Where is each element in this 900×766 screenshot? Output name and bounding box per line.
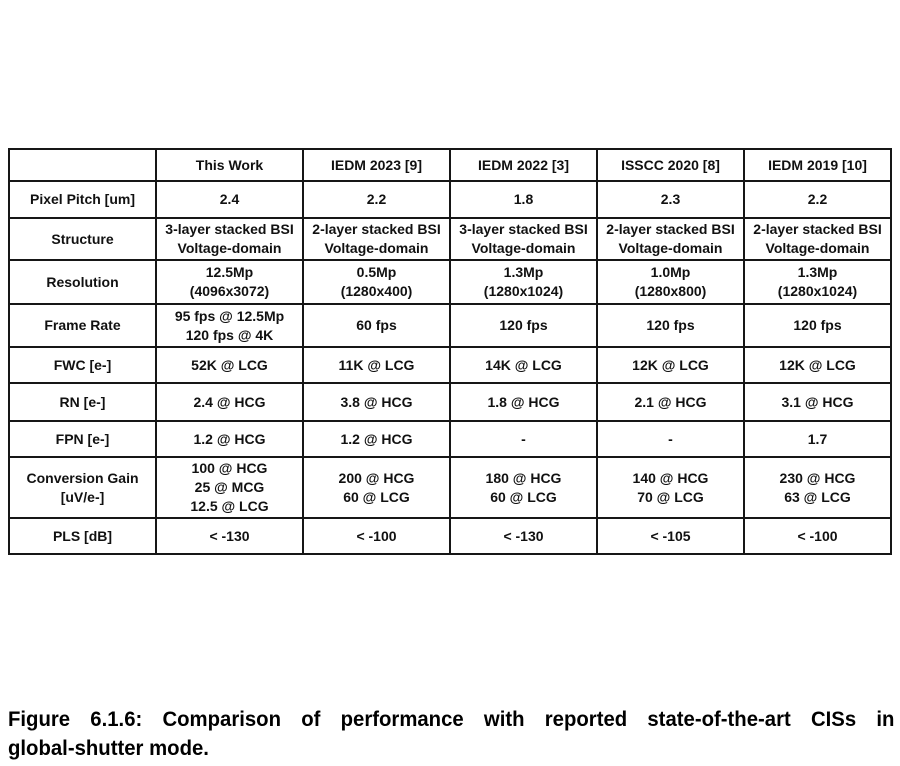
table-cell: 2-layer stacked BSI Voltage-domain — [743, 217, 892, 261]
table-cell: 140 @ HCG 70 @ LCG — [596, 456, 745, 519]
table-row-fwc: FWC [e-] 52K @ LCG 11K @ LCG 14K @ LCG 1… — [8, 346, 892, 384]
table-cell: 1.8 — [449, 180, 598, 219]
table-cell: 12.5Mp (4096x3072) — [155, 259, 304, 305]
table-row-pls: PLS [dB] < -130 < -100 < -130 < -105 < -… — [8, 517, 892, 555]
table-header-row: This Work IEDM 2023 [9] IEDM 2022 [3] IS… — [8, 148, 892, 182]
table-row-structure: Structure 3-layer stacked BSI Voltage-do… — [8, 217, 892, 261]
table-row-resolution: Resolution 12.5Mp (4096x3072) 0.5Mp (128… — [8, 259, 892, 305]
table-cell: 0.5Mp (1280x400) — [302, 259, 451, 305]
table-cell: - — [596, 420, 745, 458]
figure-caption: Figure 6.1.6: Comparison of performance … — [8, 705, 894, 763]
row-label: Frame Rate — [8, 303, 157, 348]
column-header-iedm-2019: IEDM 2019 [10] — [743, 148, 892, 182]
table-cell: < -105 — [596, 517, 745, 555]
table-cell: 95 fps @ 12.5Mp 120 fps @ 4K — [155, 303, 304, 348]
table-cell: 2-layer stacked BSI Voltage-domain — [596, 217, 745, 261]
table-cell: 14K @ LCG — [449, 346, 598, 384]
table-cell: 1.7 — [743, 420, 892, 458]
table-cell: 120 fps — [449, 303, 598, 348]
table-cell: 100 @ HCG 25 @ MCG 12.5 @ LCG — [155, 456, 304, 519]
table-cell: 2.2 — [743, 180, 892, 219]
figure-caption-line2: global-shutter mode. — [8, 736, 209, 760]
row-label: Resolution — [8, 259, 157, 305]
table-cell: 2.4 — [155, 180, 304, 219]
table-cell: < -130 — [155, 517, 304, 555]
table-cell: 1.2 @ HCG — [302, 420, 451, 458]
table-cell: 1.3Mp (1280x1024) — [449, 259, 598, 305]
table-cell: 2.1 @ HCG — [596, 382, 745, 422]
row-label: Structure — [8, 217, 157, 261]
table-cell: 2.3 — [596, 180, 745, 219]
row-label: FPN [e-] — [8, 420, 157, 458]
table-cell: 180 @ HCG 60 @ LCG — [449, 456, 598, 519]
table-cell: < -100 — [302, 517, 451, 555]
table-cell: - — [449, 420, 598, 458]
table-cell: 3.8 @ HCG — [302, 382, 451, 422]
table-cell: 1.3Mp (1280x1024) — [743, 259, 892, 305]
table-cell: 1.2 @ HCG — [155, 420, 304, 458]
column-header-this-work: This Work — [155, 148, 304, 182]
column-header-isscc-2020: ISSCC 2020 [8] — [596, 148, 745, 182]
table-cell: 11K @ LCG — [302, 346, 451, 384]
table-cell: < -130 — [449, 517, 598, 555]
table-cell: 3-layer stacked BSI Voltage-domain — [155, 217, 304, 261]
table-cell: 52K @ LCG — [155, 346, 304, 384]
table-cell: 200 @ HCG 60 @ LCG — [302, 456, 451, 519]
column-header-iedm-2023: IEDM 2023 [9] — [302, 148, 451, 182]
row-label: FWC [e-] — [8, 346, 157, 384]
row-label: Conversion Gain [uV/e-] — [8, 456, 157, 519]
column-header-blank — [8, 148, 157, 182]
table-cell: 60 fps — [302, 303, 451, 348]
table-cell: < -100 — [743, 517, 892, 555]
table-cell: 2.2 — [302, 180, 451, 219]
table-row-rn: RN [e-] 2.4 @ HCG 3.8 @ HCG 1.8 @ HCG 2.… — [8, 382, 892, 422]
row-label: Pixel Pitch [um] — [8, 180, 157, 219]
table-cell: 1.0Mp (1280x800) — [596, 259, 745, 305]
figure-caption-line1: Figure 6.1.6: Comparison of performance … — [8, 707, 895, 731]
table-row-frame-rate: Frame Rate 95 fps @ 12.5Mp 120 fps @ 4K … — [8, 303, 892, 348]
table-row-fpn: FPN [e-] 1.2 @ HCG 1.2 @ HCG - - 1.7 — [8, 420, 892, 458]
table-cell: 12K @ LCG — [596, 346, 745, 384]
row-label: PLS [dB] — [8, 517, 157, 555]
table-cell: 230 @ HCG 63 @ LCG — [743, 456, 892, 519]
table-cell: 2.4 @ HCG — [155, 382, 304, 422]
table-cell: 120 fps — [596, 303, 745, 348]
row-label: RN [e-] — [8, 382, 157, 422]
table-cell: 12K @ LCG — [743, 346, 892, 384]
table-cell: 120 fps — [743, 303, 892, 348]
comparison-table: This Work IEDM 2023 [9] IEDM 2022 [3] IS… — [8, 148, 892, 555]
table-cell: 3-layer stacked BSI Voltage-domain — [449, 217, 598, 261]
column-header-iedm-2022: IEDM 2022 [3] — [449, 148, 598, 182]
table-cell: 1.8 @ HCG — [449, 382, 598, 422]
table-cell: 3.1 @ HCG — [743, 382, 892, 422]
table-row-pixel-pitch: Pixel Pitch [um] 2.4 2.2 1.8 2.3 2.2 — [8, 180, 892, 219]
table-row-conversion-gain: Conversion Gain [uV/e-] 100 @ HCG 25 @ M… — [8, 456, 892, 519]
table-cell: 2-layer stacked BSI Voltage-domain — [302, 217, 451, 261]
